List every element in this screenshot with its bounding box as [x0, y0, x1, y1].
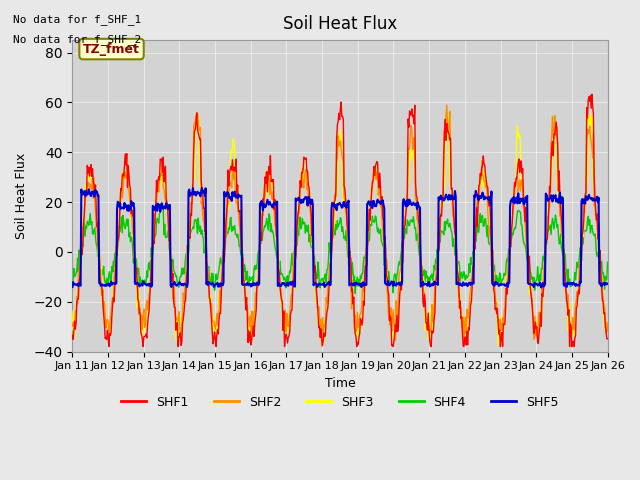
Y-axis label: Soil Heat Flux: Soil Heat Flux — [15, 153, 28, 239]
Title: Soil Heat Flux: Soil Heat Flux — [283, 15, 397, 33]
Text: No data for f_SHF_1: No data for f_SHF_1 — [13, 14, 141, 25]
Text: No data for f_SHF_2: No data for f_SHF_2 — [13, 34, 141, 45]
X-axis label: Time: Time — [324, 377, 355, 390]
Legend: SHF1, SHF2, SHF3, SHF4, SHF5: SHF1, SHF2, SHF3, SHF4, SHF5 — [116, 391, 563, 414]
Text: TZ_fmet: TZ_fmet — [83, 43, 140, 56]
